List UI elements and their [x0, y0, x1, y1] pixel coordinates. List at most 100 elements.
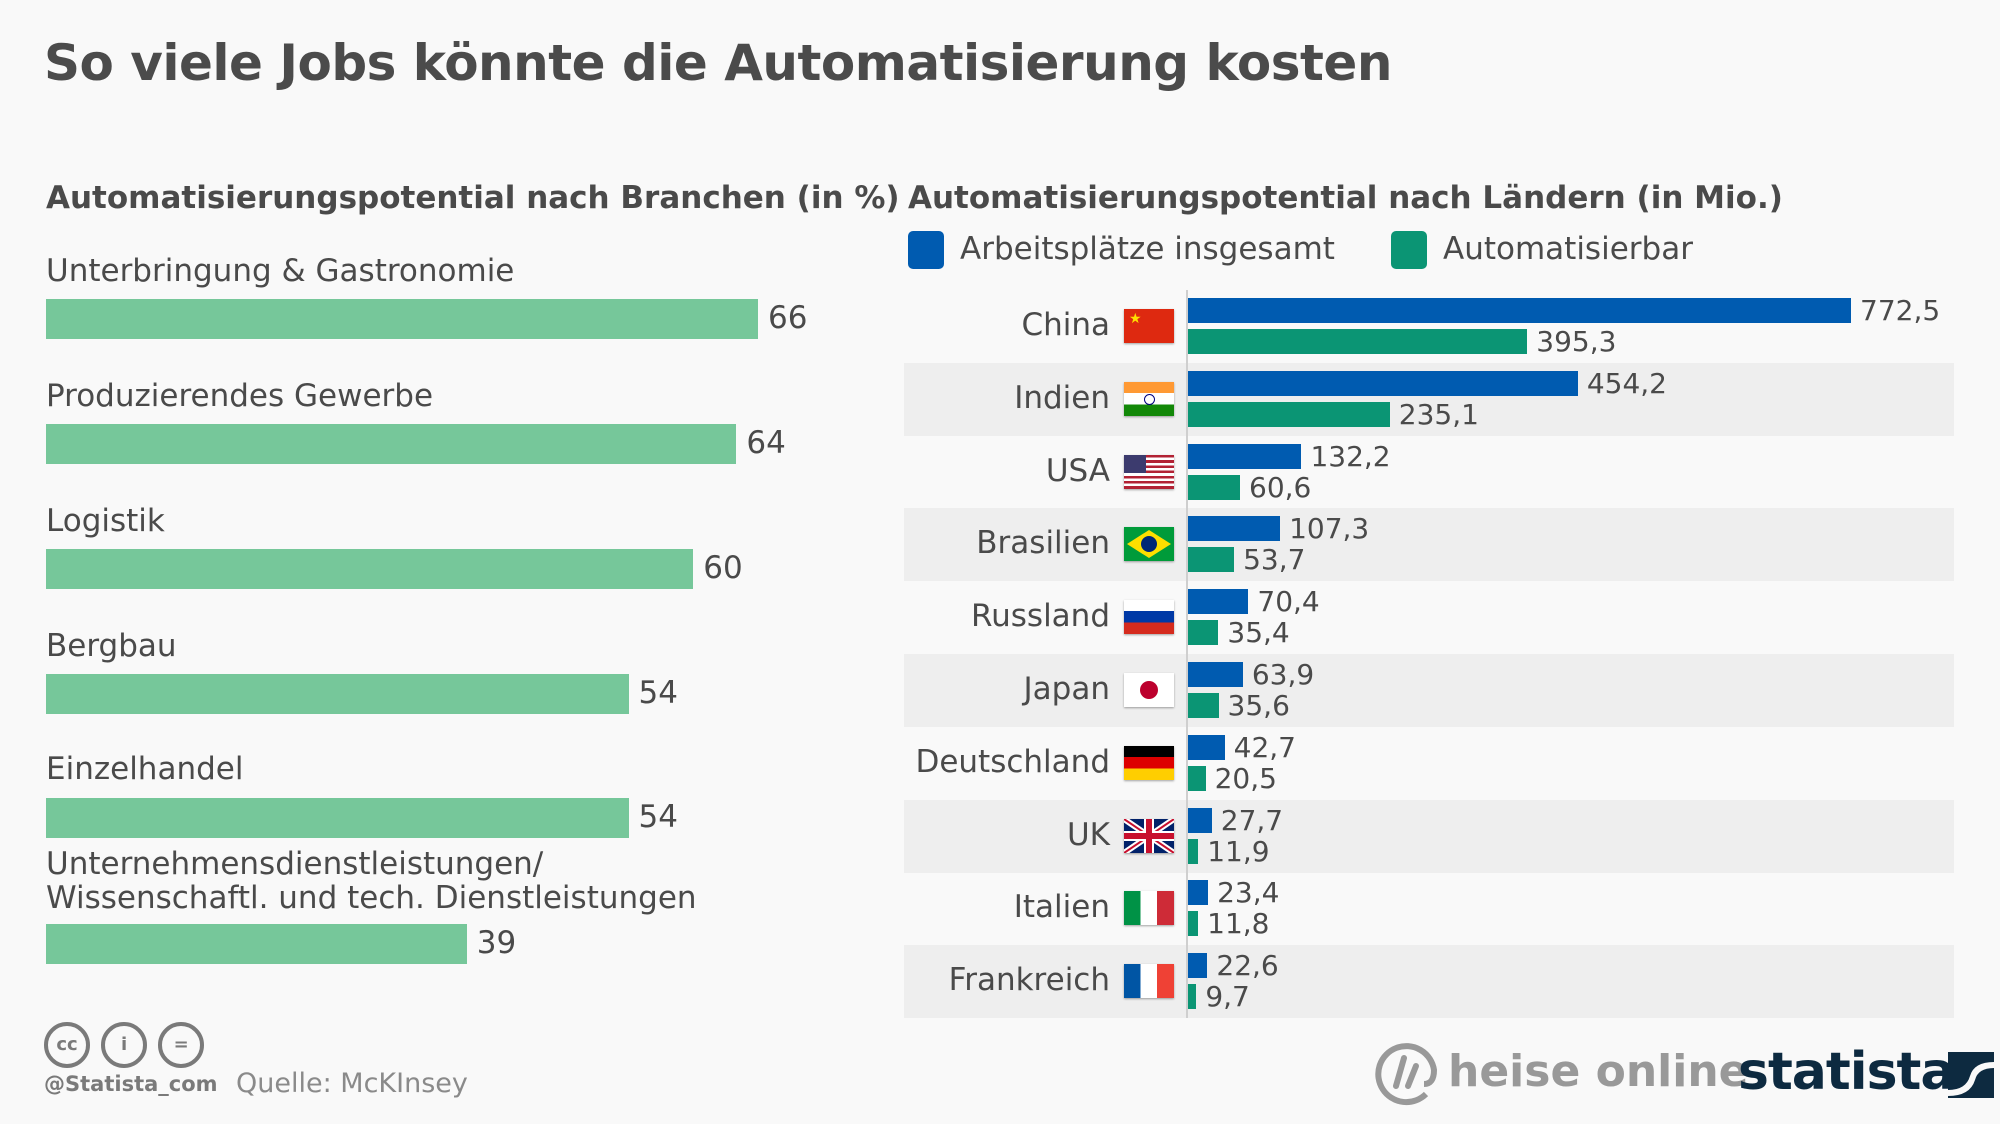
total-jobs-value: 772,5 [1860, 294, 1941, 327]
automatable-jobs-bar[interactable] [1188, 401, 1390, 427]
sector-label: Unternehmensdienstleistungen/ [46, 846, 544, 882]
total-jobs-value: 42,7 [1233, 730, 1296, 764]
total-jobs-value: 63,9 [1251, 658, 1315, 691]
automatable-jobs-bar[interactable] [1188, 984, 1197, 1010]
india-flag-icon [1124, 381, 1174, 416]
total-jobs-bar[interactable] [1188, 298, 1851, 323]
source-label: Quelle: McKInsey [236, 1068, 468, 1099]
legend-label-automatable: Automatisierbar [1443, 231, 1693, 267]
automatable-jobs-bar[interactable] [1188, 765, 1206, 791]
sector-value-label: 39 [476, 925, 517, 961]
total-jobs-bar[interactable] [1188, 662, 1243, 687]
total-jobs-bar[interactable] [1188, 589, 1249, 615]
country-label: Japan [1023, 671, 1110, 707]
sector-label: Unterbringung & Gastronomie [46, 253, 515, 289]
automatable-jobs-value: 53,7 [1243, 543, 1306, 577]
sector-bar[interactable] [46, 674, 629, 714]
country-label: Brasilien [976, 525, 1110, 562]
france-flag-icon [1124, 964, 1174, 999]
sector-value-label: 54 [638, 675, 678, 711]
total-jobs-value: 132,2 [1310, 439, 1391, 473]
country-label: UK [1066, 816, 1110, 853]
country-label: China [1021, 307, 1110, 343]
automatable-jobs-bar[interactable] [1188, 911, 1199, 937]
country-label: Frankreich [948, 962, 1110, 999]
country-chart-title: Automatisierungspotential nach Ländern (… [908, 180, 1783, 216]
italy-flag-icon [1124, 891, 1174, 926]
brazil-flag-icon [1124, 527, 1174, 562]
automatable-jobs-value: 60,6 [1249, 470, 1312, 504]
sector-bar[interactable] [46, 424, 737, 464]
legend-label-total: Arbeitsplätze insgesamt [960, 231, 1335, 267]
statista-handle[interactable]: @Statista_com [44, 1072, 218, 1096]
total-jobs-value: 27,7 [1220, 803, 1284, 837]
total-jobs-bar[interactable] [1188, 443, 1302, 469]
total-jobs-value: 22,6 [1216, 949, 1279, 983]
row-band [904, 508, 1954, 582]
no-derivatives-icon: = [158, 1022, 205, 1068]
country-label: USA [1045, 452, 1110, 489]
row-band [904, 799, 1954, 873]
total-jobs-value: 70,4 [1257, 585, 1320, 619]
automatable-jobs-bar[interactable] [1188, 474, 1240, 500]
sector-value-label: 66 [768, 300, 808, 336]
automatable-jobs-bar[interactable] [1188, 693, 1219, 718]
total-jobs-value: 107,3 [1289, 512, 1370, 546]
total-jobs-bar[interactable] [1188, 807, 1212, 833]
russia-flag-icon [1124, 600, 1174, 635]
sector-value-label: 60 [703, 550, 743, 586]
country-label: Russland [970, 598, 1110, 635]
uk-flag-icon [1124, 818, 1174, 853]
country-label: Italien [1013, 889, 1110, 926]
sector-value-label: 64 [746, 425, 786, 461]
legend-swatch-total [908, 231, 944, 269]
total-jobs-bar[interactable] [1188, 516, 1281, 542]
sector-bar[interactable] [46, 924, 467, 964]
total-jobs-value: 23,4 [1217, 876, 1280, 910]
sector-label: Einzelhandel [46, 751, 244, 787]
germany-flag-icon [1124, 745, 1174, 780]
country-label: Indien [1014, 379, 1110, 416]
sector-label: Wissenschaftl. und tech. Dienstleistunge… [46, 880, 697, 916]
total-jobs-bar[interactable] [1188, 953, 1208, 979]
heise-at-icon [1375, 1043, 1438, 1106]
usa-flag-icon [1124, 454, 1174, 489]
row-band [904, 654, 1954, 727]
automatable-jobs-value: 395,3 [1536, 325, 1617, 358]
chart-title: So viele Jobs könnte die Automatisierung… [44, 34, 1392, 92]
automatable-jobs-bar[interactable] [1188, 620, 1219, 646]
row-band [904, 945, 1954, 1019]
sector-label: Logistik [46, 503, 165, 539]
automatable-jobs-bar[interactable] [1188, 838, 1199, 864]
heise-logo-text: heise online [1448, 1046, 1749, 1097]
sector-bar[interactable] [46, 299, 758, 339]
statista-logo-text: statista [1738, 1042, 1955, 1102]
license-icons: cc i = [44, 1022, 210, 1068]
automatable-jobs-value: 9,7 [1205, 980, 1250, 1014]
sector-bar[interactable] [46, 798, 629, 838]
sector-chart-title: Automatisierungspotential nach Branchen … [46, 180, 900, 216]
automatable-jobs-value: 35,6 [1227, 689, 1290, 722]
total-jobs-bar[interactable] [1188, 880, 1209, 906]
automatable-jobs-value: 20,5 [1214, 761, 1277, 795]
automatable-jobs-value: 11,9 [1207, 834, 1270, 868]
sector-bar[interactable] [46, 549, 694, 589]
total-jobs-value: 454,2 [1586, 366, 1667, 400]
country-label: Deutschland [915, 743, 1110, 780]
automatable-jobs-value: 11,8 [1207, 907, 1270, 941]
attribution-icon: i [101, 1022, 148, 1068]
cc-icon: cc [44, 1022, 90, 1068]
japan-flag-icon [1124, 673, 1174, 707]
sector-label: Produzierendes Gewerbe [46, 378, 434, 414]
automatable-jobs-bar[interactable] [1188, 547, 1235, 573]
statista-mark-icon [1948, 1052, 1994, 1098]
legend-swatch-automatable [1391, 231, 1427, 269]
sector-value-label: 54 [638, 799, 678, 835]
automatable-jobs-value: 235,1 [1398, 397, 1479, 431]
china-flag-icon: ★ [1124, 309, 1174, 343]
total-jobs-bar[interactable] [1188, 734, 1225, 760]
axis-line [1186, 290, 1188, 1018]
total-jobs-bar[interactable] [1188, 370, 1578, 396]
sector-label: Bergbau [46, 628, 177, 664]
automatable-jobs-bar[interactable] [1188, 329, 1528, 354]
